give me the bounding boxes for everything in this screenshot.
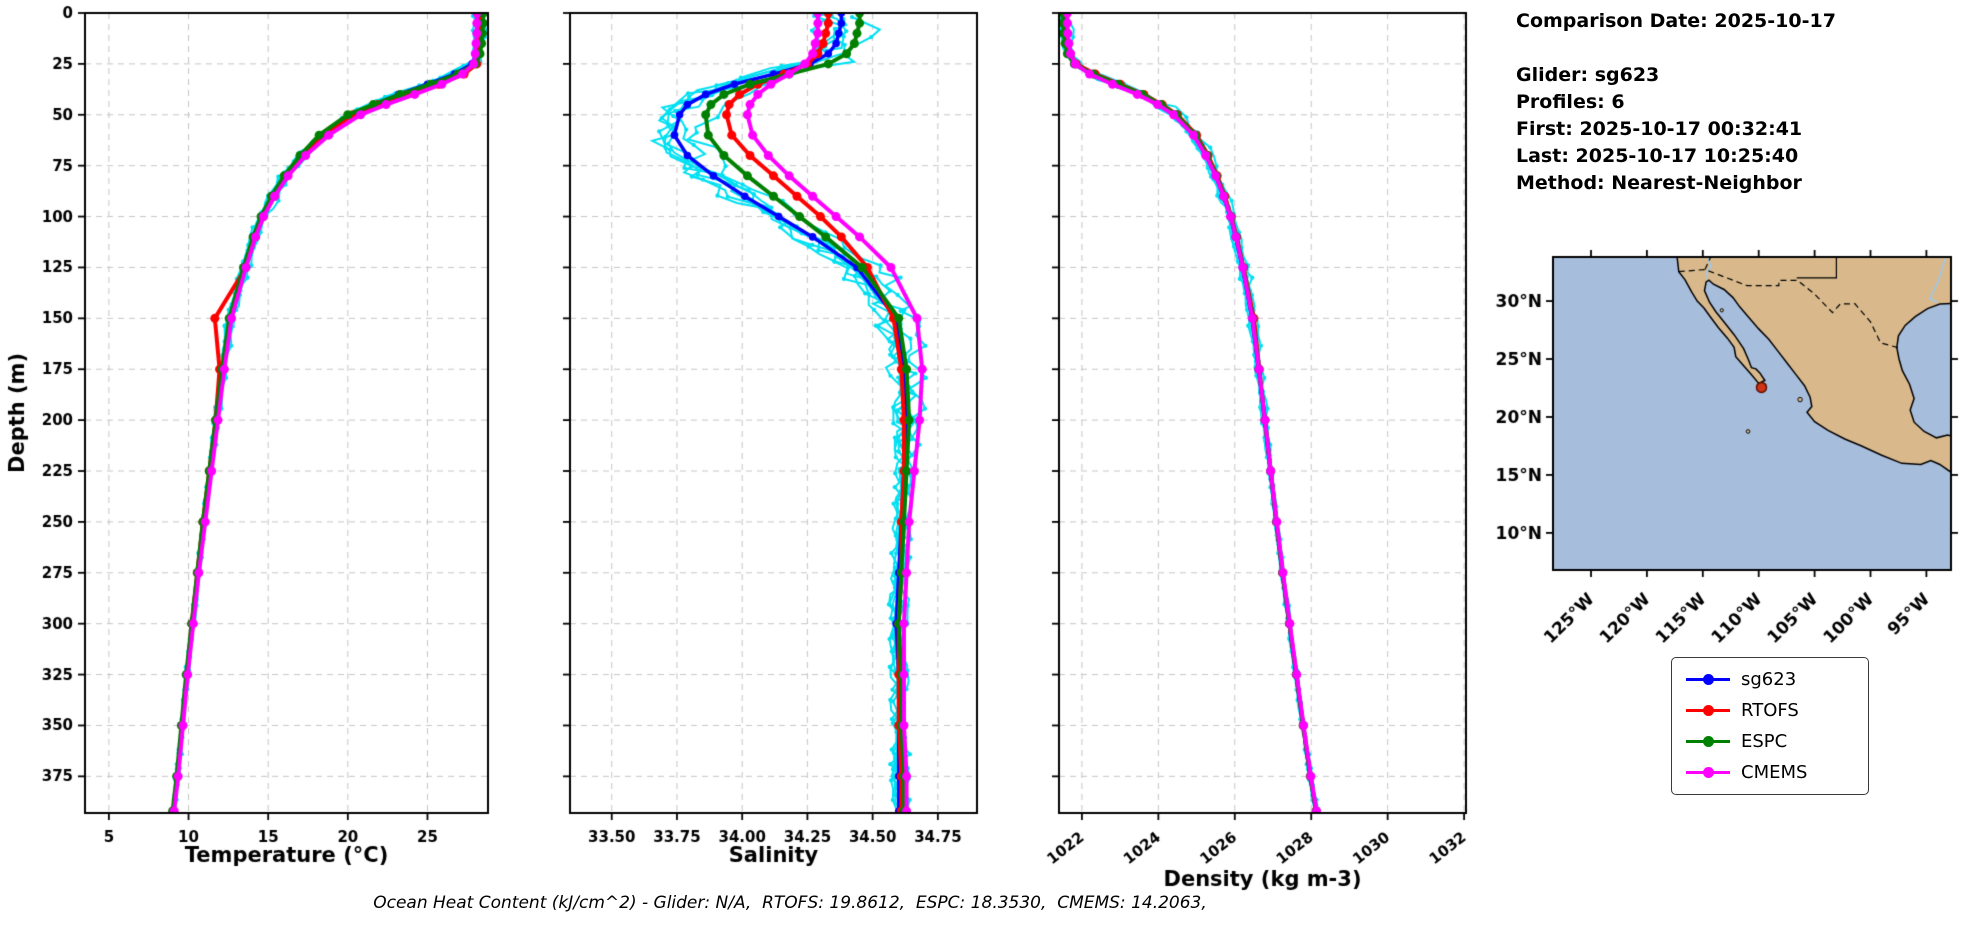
- legend-label-sg623: sg623: [1741, 669, 1797, 690]
- legend-label-espc: ESPC: [1741, 731, 1788, 752]
- profiles-count-text: Profiles: 6: [1516, 91, 1625, 113]
- info-panel: Comparison Date: 2025-10-17 Glider: sg62…: [1516, 8, 1836, 197]
- legend: sg623 RTOFS ESPC CMEMS: [1671, 657, 1869, 795]
- glider-name-text: Glider: sg623: [1516, 64, 1660, 86]
- comparison-date-text: Comparison Date: 2025-10-17: [1516, 10, 1836, 32]
- legend-label-rtofs: RTOFS: [1741, 700, 1799, 721]
- espc-line-marker-icon: [1686, 736, 1730, 747]
- legend-item-sg623: sg623: [1686, 669, 1854, 690]
- first-profile-time-text: First: 2025-10-17 00:32:41: [1516, 118, 1803, 140]
- info-gap: [1516, 35, 1836, 62]
- legend-item-cmems: CMEMS: [1686, 762, 1854, 783]
- last-profile-time-text: Last: 2025-10-17 10:25:40: [1516, 145, 1799, 167]
- sg623-line-marker-icon: [1686, 674, 1730, 685]
- method-text: Method: Nearest-Neighbor: [1516, 172, 1802, 194]
- legend-label-cmems: CMEMS: [1741, 762, 1808, 783]
- ocean-heat-content-text: Ocean Heat Content (kJ/cm^2) - Glider: N…: [373, 893, 1207, 913]
- rtofs-line-marker-icon: [1686, 705, 1730, 716]
- legend-item-espc: ESPC: [1686, 731, 1854, 752]
- cmems-line-marker-icon: [1686, 767, 1730, 778]
- legend-item-rtofs: RTOFS: [1686, 700, 1854, 721]
